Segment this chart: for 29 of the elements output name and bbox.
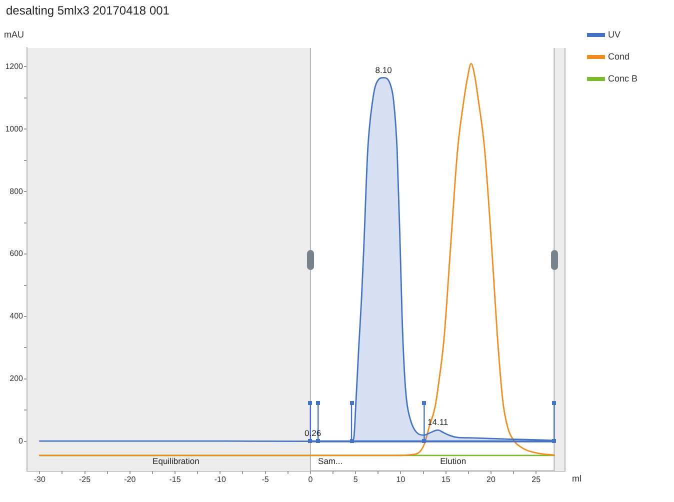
y-tick-label: 0 (18, 436, 24, 446)
y-axis-title: mAU (4, 29, 24, 40)
x-tick-label: 5 (353, 475, 358, 484)
legend-label: UV (608, 29, 621, 40)
x-tick-label: -10 (214, 475, 227, 484)
y-tick-label: 200 (10, 374, 24, 384)
annotation: Sam... (318, 456, 343, 466)
x-tick-label: -25 (78, 475, 92, 484)
x-tick-label: 15 (441, 475, 451, 484)
x-tick-label: -20 (124, 475, 136, 484)
annotation: Equilibration (152, 456, 200, 466)
annotation: Elution (440, 456, 466, 466)
y-tick-label: 1000 (5, 124, 24, 134)
x-tick-label: 10 (396, 475, 406, 484)
x-tick-label: 25 (532, 475, 542, 484)
y-tick-label: 1200 (5, 62, 24, 71)
y-tick-label: 400 (10, 312, 24, 321)
x-tick-label: 20 (486, 475, 496, 484)
x-tick-label: -15 (169, 475, 182, 484)
x-tick-label: 0 (308, 475, 314, 484)
x-tick-label: -30 (34, 475, 46, 484)
chart-title: desalting 5mlx3 20170418 001 (6, 4, 170, 18)
x-axis-title: ml (572, 473, 582, 484)
y-tick-label: 600 (10, 249, 24, 258)
annotation: 8.10 (375, 64, 392, 75)
legend-label: Conc B (608, 73, 638, 84)
legend-label: Cond (608, 51, 630, 62)
x-tick-label: -5 (262, 475, 270, 484)
y-tick-label: 800 (10, 186, 24, 196)
